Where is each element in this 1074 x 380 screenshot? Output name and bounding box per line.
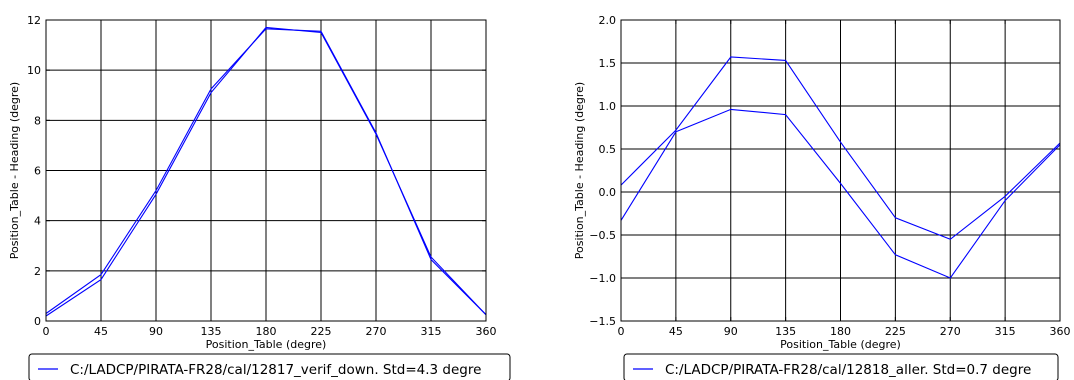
x-tick-label: 180 [830, 325, 851, 338]
x-tick-label: 270 [366, 325, 387, 338]
y-tick-label: 12 [27, 14, 41, 27]
y-tick-label: 10 [27, 64, 41, 77]
x-tick-label: 135 [775, 325, 796, 338]
series-line-1 [620, 56, 1061, 240]
x-tick-label: 225 [885, 325, 906, 338]
legend-label: C:/LADCP/PIRATA-FR28/cal/12817_verif_dow… [70, 362, 481, 378]
x-tick-label: 45 [669, 325, 683, 338]
legend-box [623, 353, 1059, 380]
x-tick-label: 90 [724, 325, 738, 338]
x-tick-label: 315 [421, 325, 442, 338]
x-tick-label: 135 [201, 325, 222, 338]
x-tick-label: 270 [940, 325, 961, 338]
y-tick-label: 8 [34, 114, 41, 127]
y-tick-label: 0.0 [599, 186, 617, 199]
series-line-2 [45, 26, 487, 317]
y-tick-label: 0 [34, 315, 41, 328]
x-tick-label: 90 [149, 325, 163, 338]
y-tick-label: 0.5 [599, 143, 617, 156]
y-tick-label: 1.5 [599, 57, 617, 70]
x-tick-label: 225 [311, 325, 332, 338]
x-tick-label: 0 [618, 325, 625, 338]
y-axis-label: Position_Table - Heading (degre) [573, 82, 586, 259]
y-tick-label: 2.0 [599, 14, 617, 27]
x-tick-label: 315 [995, 325, 1016, 338]
y-tick-label: 4 [34, 215, 41, 228]
y-tick-label: −0.5 [589, 229, 616, 242]
x-tick-label: 180 [256, 325, 277, 338]
x-axis-label: Position_Table (degre) [206, 338, 327, 351]
x-tick-label: 360 [1050, 325, 1071, 338]
chart-1: 0 45 90 135 180 225 270 315 360 0 2 4 6 8 10 12 Position… [8, 14, 511, 380]
y-axis-label: Position_Table - Heading (degre) [8, 82, 21, 259]
y-tick-label: 2 [34, 265, 41, 278]
y-tick-label: −1.0 [589, 272, 616, 285]
x-axis-label: Position_Table (degre) [780, 338, 901, 351]
x-tick-label: 0 [43, 325, 50, 338]
y-tick-label: 1.0 [599, 100, 617, 113]
x-tick-label: 360 [476, 325, 497, 338]
chart-2: 0 45 90 135 180 225 270 315 360 −1.5 −1.0 −0.5 0.0 0.… [573, 14, 1071, 380]
y-tick-label: 6 [34, 165, 41, 178]
legend-label: C:/LADCP/PIRATA-FR28/cal/12818_aller. St… [665, 362, 1031, 378]
legend-box [28, 353, 511, 380]
x-tick-label: 45 [94, 325, 108, 338]
y-tick-label: −1.5 [589, 315, 616, 328]
